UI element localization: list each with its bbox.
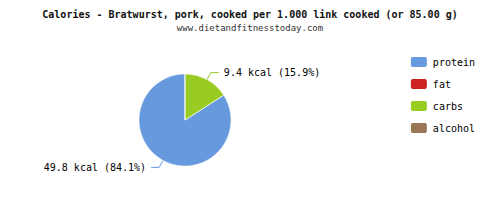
- svg-text:9.4 kcal (15.9%): 9.4 kcal (15.9%): [224, 67, 320, 78]
- svg-text:fat: fat: [433, 79, 451, 90]
- svg-text:Calories - Bratwurst, pork, co: Calories - Bratwurst, pork, cooked per 1…: [42, 9, 457, 20]
- svg-text:alcohol: alcohol: [433, 123, 475, 134]
- svg-text:protein: protein: [433, 57, 475, 68]
- svg-text:carbs: carbs: [433, 101, 463, 112]
- svg-text:49.8 kcal (84.1%): 49.8 kcal (84.1%): [44, 162, 146, 173]
- svg-text:www.dietandfitnesstoday.com: www.dietandfitnesstoday.com: [177, 23, 323, 33]
